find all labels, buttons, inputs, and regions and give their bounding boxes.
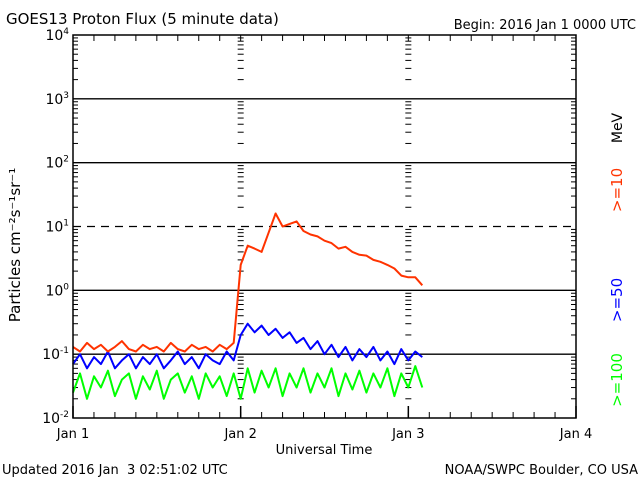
- y-tick-label: 102: [45, 155, 69, 172]
- y-tick-label: 101: [45, 219, 69, 236]
- y-tick-label: 103: [45, 91, 69, 108]
- y-tick-labels: 10-2 10-1 100 101 102 103 104: [42, 27, 69, 427]
- x-tick-label: Jan 2: [223, 427, 256, 442]
- series-line-ge50: [72, 322, 423, 370]
- series-line-ge100: [72, 365, 424, 400]
- x-tick-label: Jan 4: [559, 427, 592, 442]
- x-axis-label: Universal Time: [276, 443, 373, 458]
- y-tick-label: 100: [45, 282, 69, 299]
- series-group: [72, 212, 424, 400]
- x-tick-label: Jan 3: [391, 427, 424, 442]
- grid-lines: [73, 98, 576, 355]
- series-line-ge10: [72, 212, 424, 353]
- begin-label: Begin: 2016 Jan 1 0000 UTC: [454, 18, 636, 33]
- x-tick-label: Jan 1: [56, 427, 89, 442]
- legend-label: >=50: [608, 278, 626, 322]
- plot-frame: [72, 34, 577, 419]
- axis-ticks: [72, 35, 577, 418]
- y-tick-label: 104: [45, 27, 69, 44]
- footer-source: NOAA/SWPC Boulder, CO USA: [445, 463, 638, 478]
- legend-label: >=10: [608, 168, 626, 212]
- y-tick-label: 10-1: [42, 346, 69, 363]
- y-tick-label: 10-2: [42, 410, 69, 427]
- legend: >=10 >=50 >=100 MeV: [608, 112, 626, 406]
- footer-updated: Updated 2016 Jan 3 02:51:02 UTC: [2, 463, 228, 478]
- x-tick-labels: Jan 1 Jan 2 Jan 3 Jan 4: [56, 427, 592, 442]
- legend-label: >=100: [608, 353, 626, 407]
- y-axis-label: Particles cm⁻²s⁻¹sr⁻¹: [6, 168, 24, 322]
- chart-title: GOES13 Proton Flux (5 minute data): [6, 10, 279, 28]
- legend-unit: MeV: [610, 112, 626, 143]
